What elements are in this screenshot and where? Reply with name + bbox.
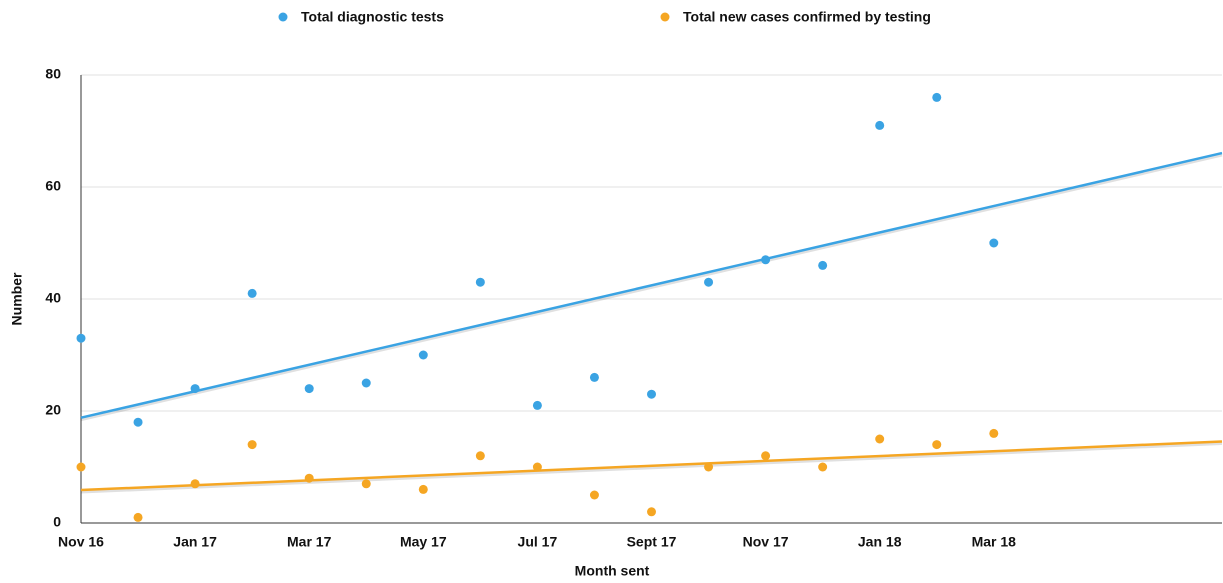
point <box>989 238 999 248</box>
point <box>532 400 542 410</box>
point <box>818 260 828 270</box>
point <box>761 255 771 265</box>
point <box>818 462 828 472</box>
y-tick-label: 20 <box>45 402 61 418</box>
x-axis-label: Month sent <box>575 563 650 579</box>
point <box>704 462 714 472</box>
x-tick-label: Nov 16 <box>58 534 104 550</box>
x-tick-label: Mar 17 <box>287 534 332 550</box>
x-tick-label: Mar 18 <box>972 534 1017 550</box>
y-axis-label: Number <box>9 272 25 325</box>
x-tick-label: Sept 17 <box>627 534 677 550</box>
point <box>989 428 999 438</box>
point <box>418 350 428 360</box>
trend-line-shadow <box>80 441 1223 494</box>
legend-marker <box>660 12 670 22</box>
point <box>589 490 599 500</box>
point <box>589 372 599 382</box>
legend-label: Total new cases confirmed by testing <box>683 9 931 25</box>
point <box>475 451 485 461</box>
point <box>304 384 314 394</box>
point <box>247 440 257 450</box>
point <box>133 417 143 427</box>
point <box>190 479 200 489</box>
point <box>475 277 485 287</box>
y-tick-label: 0 <box>53 514 61 530</box>
y-tick-label: 40 <box>45 290 61 306</box>
x-tick-label: Jul 17 <box>518 534 558 550</box>
point <box>361 479 371 489</box>
trend-line <box>80 440 1223 492</box>
x-tick-label: May 17 <box>400 534 447 550</box>
point <box>133 512 143 522</box>
point <box>190 384 200 394</box>
x-tick-label: Nov 17 <box>743 534 789 550</box>
point <box>247 288 257 298</box>
y-tick-label: 60 <box>45 178 61 194</box>
point <box>532 462 542 472</box>
point <box>76 333 86 343</box>
point <box>304 473 314 483</box>
legend-marker <box>278 12 288 22</box>
point <box>647 389 656 399</box>
point <box>361 378 371 388</box>
x-tick-label: Jan 17 <box>173 534 217 550</box>
trend-line-shadow <box>80 153 1223 422</box>
point <box>932 440 942 450</box>
point <box>761 451 771 461</box>
x-tick-label: Jan 18 <box>858 534 902 550</box>
legend-label: Total diagnostic tests <box>301 9 444 25</box>
point <box>704 277 714 287</box>
point <box>932 92 942 102</box>
point <box>875 120 885 130</box>
trend-line <box>80 151 1223 419</box>
point <box>647 507 656 517</box>
point <box>875 434 885 444</box>
point <box>76 462 86 472</box>
point <box>418 484 428 494</box>
y-tick-label: 80 <box>45 66 61 82</box>
